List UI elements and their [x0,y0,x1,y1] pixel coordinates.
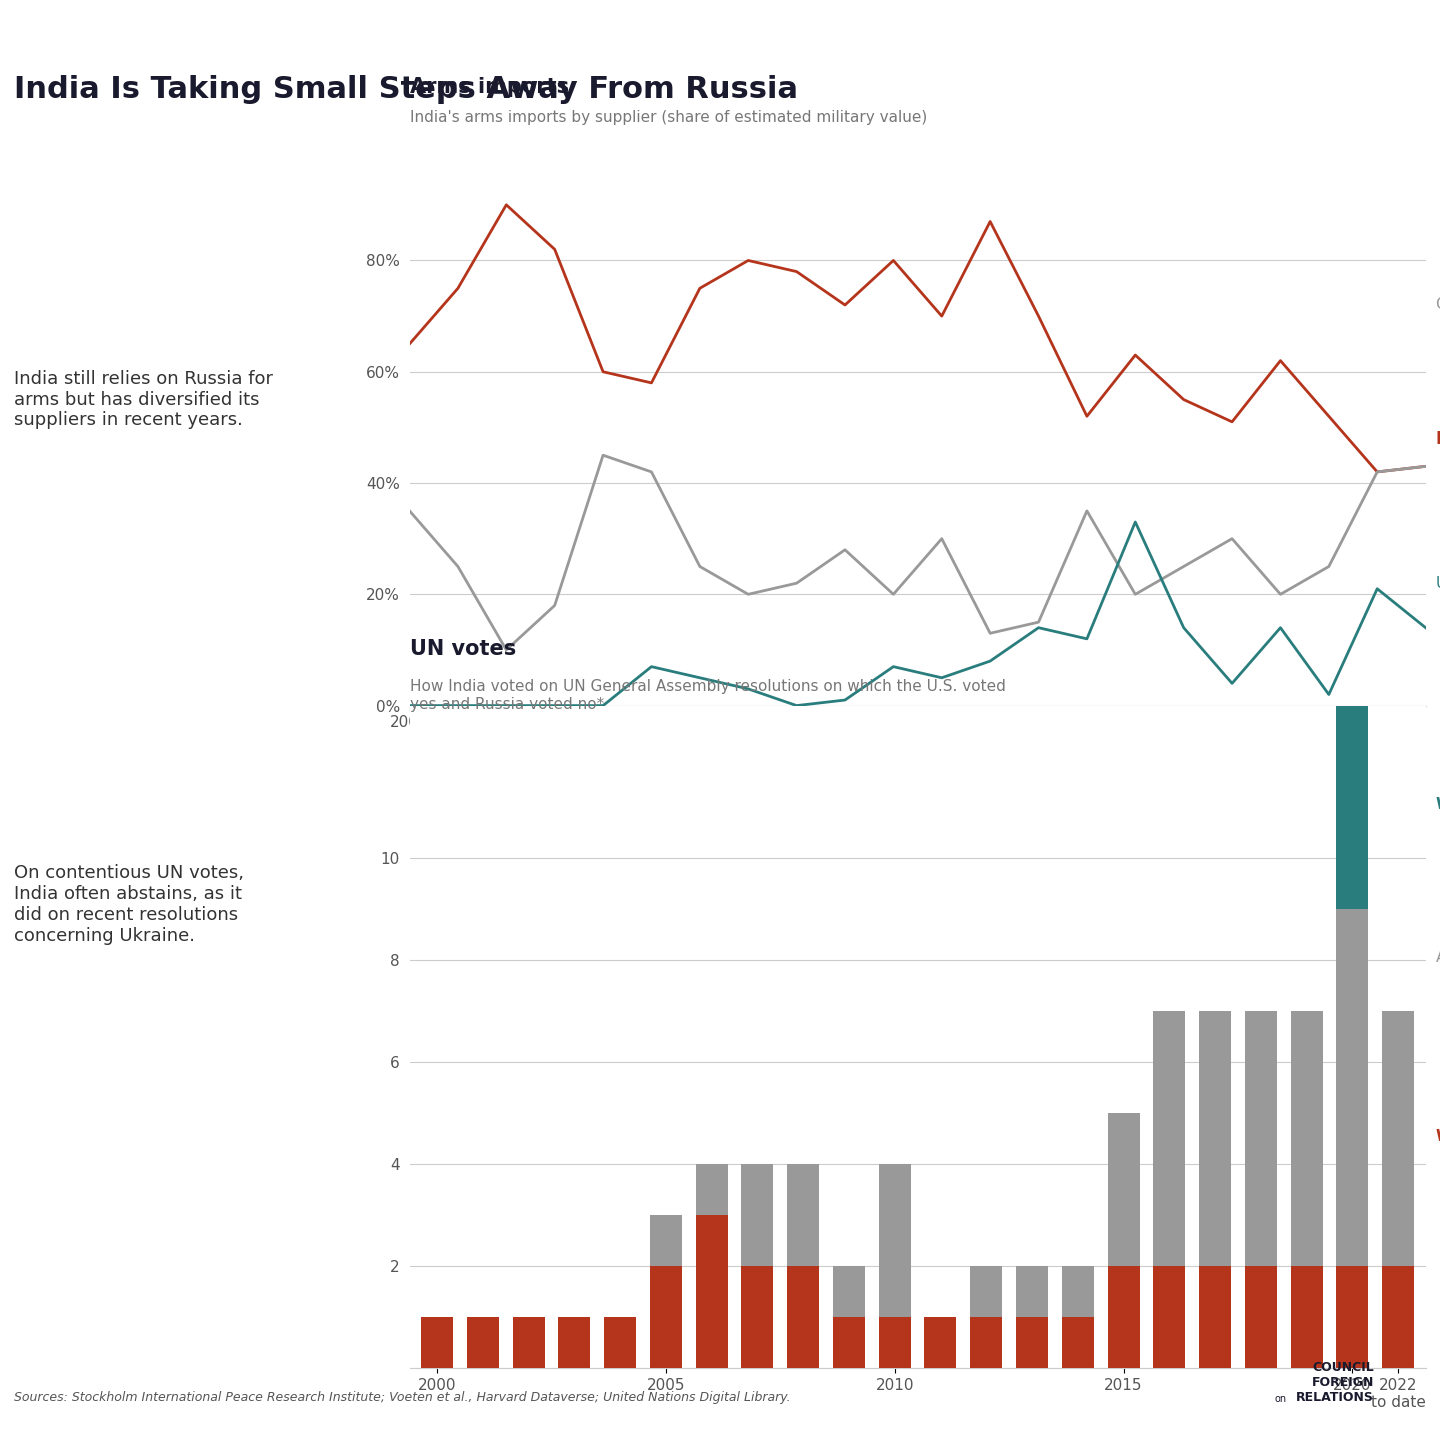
Bar [924,1318,956,1368]
Bar [696,1164,727,1215]
Bar [1336,910,1368,1266]
Bar [1336,1266,1368,1368]
Bar [742,1266,773,1368]
Bar [420,1318,454,1368]
Bar [1336,706,1368,910]
Bar [1107,1113,1139,1266]
Text: How India voted on UN General Assembly resolutions on which the U.S. voted
yes a: How India voted on UN General Assembly r… [409,680,1005,711]
Text: With Russia (no): With Russia (no) [1436,1129,1440,1143]
Bar [832,1266,865,1318]
Bar [971,1266,1002,1318]
Text: on: on [1274,1394,1286,1404]
Bar [788,1266,819,1368]
Bar [1200,1266,1231,1368]
Bar [1061,1318,1094,1368]
Bar [1290,1011,1322,1266]
Bar [649,1215,683,1266]
Bar [1107,1266,1139,1368]
Bar [1244,1011,1277,1266]
Text: India Is Taking Small Steps Away From Russia: India Is Taking Small Steps Away From Ru… [14,75,798,104]
Bar [1200,1011,1231,1266]
Text: With U.S. (yes): With U.S. (yes) [1436,798,1440,812]
Bar [467,1318,498,1368]
Bar [513,1318,544,1368]
Text: Sources: Stockholm International Peace Research Institute; Voeten et al., Harvar: Sources: Stockholm International Peace R… [14,1391,791,1404]
Bar [696,1215,727,1368]
Bar [1061,1266,1094,1318]
Text: UN votes: UN votes [409,639,516,660]
Bar [878,1164,910,1318]
Text: Abstain: Abstain [1436,950,1440,965]
Bar [1244,1266,1277,1368]
Text: Russia: Russia [1436,429,1440,448]
Bar [603,1318,636,1368]
Text: India's arms imports by supplier (share of estimated military value): India's arms imports by supplier (share … [409,111,927,125]
Bar [1382,1266,1414,1368]
Bar [1290,1266,1322,1368]
Bar [559,1318,590,1368]
Bar [878,1318,910,1368]
Bar [1017,1266,1048,1318]
Bar [1017,1318,1048,1368]
Text: COUNCIL
FOREIGN
RELATIONS: COUNCIL FOREIGN RELATIONS [1296,1361,1374,1404]
Bar [742,1164,773,1266]
Bar [788,1164,819,1266]
Text: United States: United States [1436,576,1440,590]
Text: Other countries: Other countries [1436,298,1440,312]
Text: On contentious UN votes,
India often abstains, as it
did on recent resolutions
c: On contentious UN votes, India often abs… [14,864,245,945]
Bar [1153,1011,1185,1266]
Bar [971,1318,1002,1368]
Bar [1382,1011,1414,1266]
Bar [832,1318,865,1368]
Text: Arms imports: Arms imports [409,76,569,96]
Bar [1153,1266,1185,1368]
Bar [649,1266,683,1368]
Text: India still relies on Russia for
arms but has diversified its
suppliers in recen: India still relies on Russia for arms bu… [14,370,274,429]
